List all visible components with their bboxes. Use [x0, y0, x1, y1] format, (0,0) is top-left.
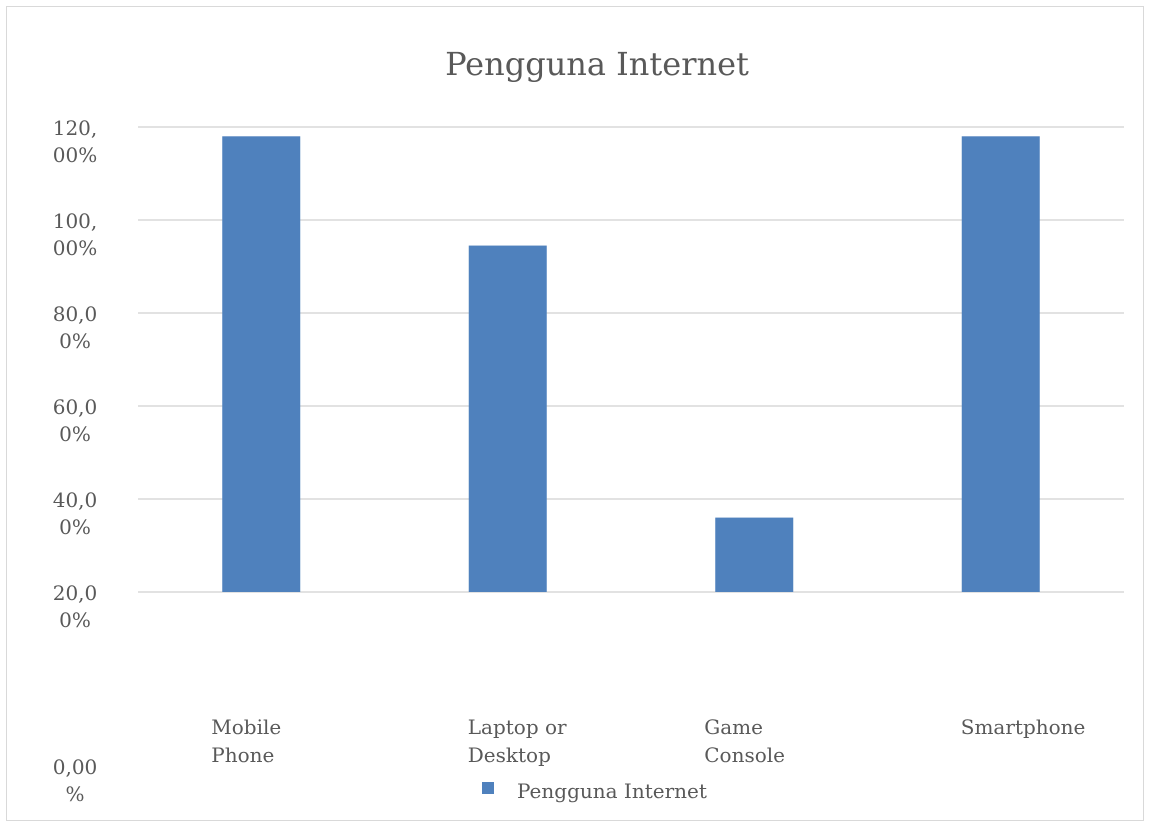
legend-swatch	[482, 782, 494, 794]
x-category-label: Mobile Phone	[211, 715, 281, 767]
y-tick-label: 100, 00%	[53, 209, 98, 260]
y-tick-label: 0,00%	[53, 755, 98, 806]
y-tick-label: 40,0 0%	[53, 488, 98, 539]
x-category-label: Smartphone	[961, 715, 1086, 739]
y-axis-tick-labels: 0,00 % 20,0 0% 40,0 0% 60,0 0% 80,0 0% 100, 00% 120,…	[53, 116, 98, 806]
bar	[222, 136, 301, 593]
bar	[715, 517, 794, 592]
x-axis-category-labels: Mobile Phone Laptop or Desktop Game Console Sm…	[211, 715, 1085, 767]
y-tick-label: 20,0 0%	[53, 581, 98, 632]
legend: Pengguna Internet	[482, 779, 707, 803]
gridlines	[138, 126, 1124, 593]
chart-frame	[6, 6, 1144, 821]
x-category-label: Laptop or Desktop	[468, 715, 567, 767]
bars	[222, 136, 1040, 593]
legend-label: Pengguna Internet	[517, 779, 707, 803]
y-tick-label: 80,0 0%	[53, 302, 98, 353]
bar	[468, 245, 547, 592]
bar	[961, 136, 1040, 593]
x-category-label: Game Console	[704, 715, 785, 767]
y-tick-label: 60,0 0%	[53, 395, 98, 446]
y-tick-label: 120, 00%	[53, 116, 98, 167]
chart-title: Pengguna Internet	[445, 45, 749, 83]
